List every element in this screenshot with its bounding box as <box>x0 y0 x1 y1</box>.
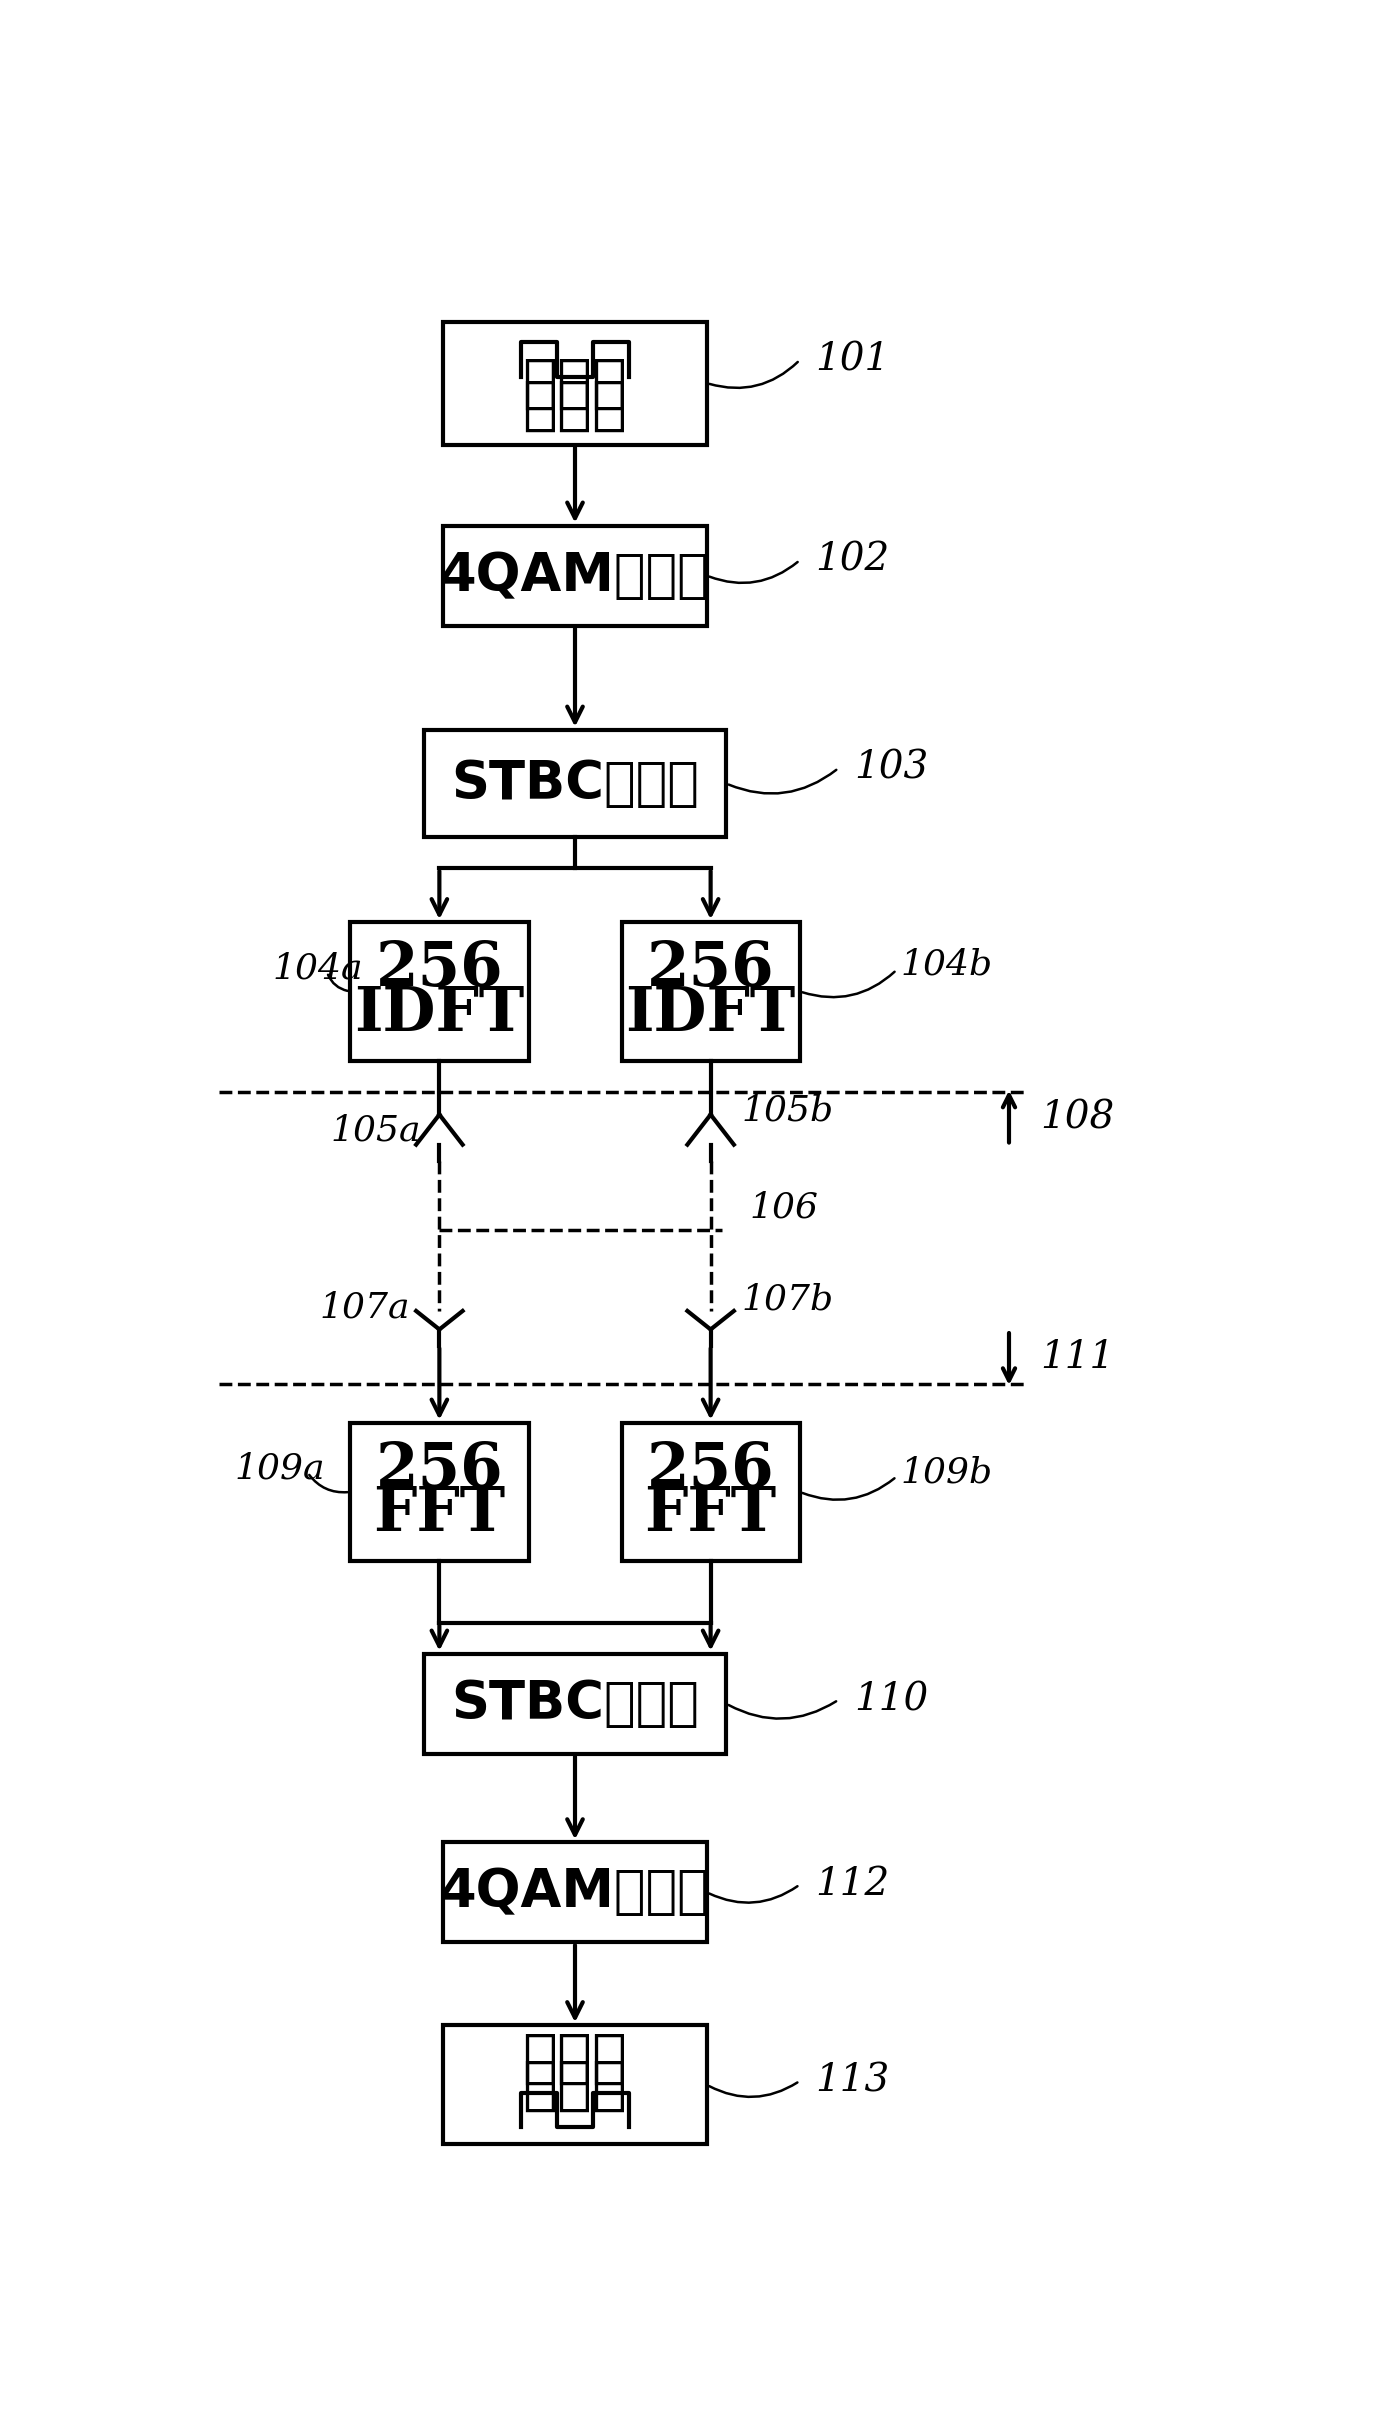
Bar <box>443 525 707 627</box>
Text: 109b: 109b <box>900 1455 992 1489</box>
Text: 111: 111 <box>1040 1338 1115 1375</box>
Text: 102: 102 <box>815 542 889 578</box>
Text: STBC编码器: STBC编码器 <box>451 758 699 809</box>
Text: 105b: 105b <box>742 1093 834 1127</box>
Text: 106: 106 <box>750 1190 819 1224</box>
Bar <box>443 2026 707 2145</box>
Text: STBC解码器: STBC解码器 <box>451 1678 699 1729</box>
Text: 256: 256 <box>376 1440 504 1499</box>
Text: 数据源: 数据源 <box>523 376 627 435</box>
Text: 4QAM调制器: 4QAM调制器 <box>440 549 710 602</box>
Text: 109a: 109a <box>234 1453 325 1487</box>
Text: 107b: 107b <box>742 1283 834 1317</box>
Text: 数据宿: 数据宿 <box>523 2031 627 2087</box>
Bar <box>424 729 727 838</box>
Text: 4QAM解调器: 4QAM解调器 <box>440 1865 710 1919</box>
Text: 104b: 104b <box>900 947 992 981</box>
Text: 101: 101 <box>815 342 889 379</box>
Text: 256: 256 <box>647 1440 775 1499</box>
Text: 108: 108 <box>1040 1100 1115 1137</box>
Bar <box>351 923 528 1061</box>
Bar <box>424 1654 727 1754</box>
Text: 数据宿: 数据宿 <box>523 2057 627 2113</box>
Text: 112: 112 <box>815 1865 889 1902</box>
Text: IDFT: IDFT <box>354 984 524 1044</box>
Text: 110: 110 <box>854 1681 929 1717</box>
Text: 256: 256 <box>376 940 504 998</box>
Text: 数据源: 数据源 <box>523 355 627 411</box>
Text: IDFT: IDFT <box>626 984 795 1044</box>
Text: 104a: 104a <box>272 952 363 986</box>
Bar <box>622 1423 799 1562</box>
Bar <box>443 321 707 445</box>
Text: FFT: FFT <box>644 1484 776 1545</box>
Text: 107a: 107a <box>319 1290 410 1324</box>
Text: 105a: 105a <box>330 1112 421 1146</box>
Text: 113: 113 <box>815 2062 889 2099</box>
Text: 103: 103 <box>854 751 929 787</box>
Bar <box>443 1841 707 1943</box>
Text: FFT: FFT <box>373 1484 505 1545</box>
Bar <box>351 1423 528 1562</box>
Bar <box>622 923 799 1061</box>
Text: 256: 256 <box>647 940 775 998</box>
